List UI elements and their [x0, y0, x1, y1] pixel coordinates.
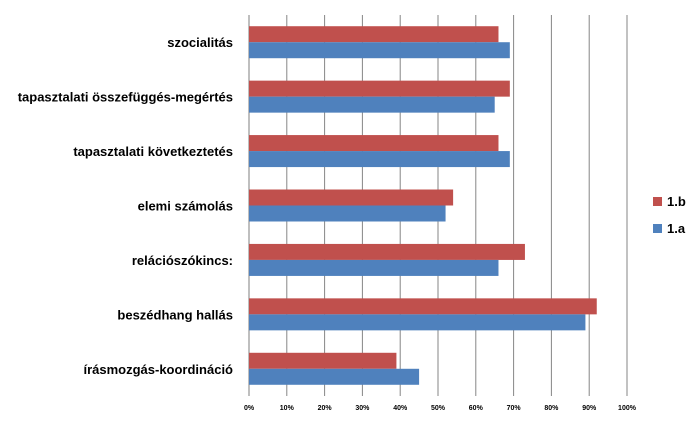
x-tick-label: 100%: [618, 405, 637, 412]
bar-1b-4: [249, 243, 525, 260]
x-tick-label: 50%: [431, 405, 446, 412]
category-label: írásmozgás-koordináció: [83, 362, 233, 377]
category-label: tapasztalati következtetés: [73, 144, 233, 159]
legend-label-1a: 1.a: [667, 221, 686, 236]
bar-1b-6: [249, 352, 397, 369]
category-labels: szocialitás tapasztalati összefüggés-megé…: [18, 35, 233, 377]
bar-1b-0: [249, 26, 499, 43]
category-label: szocialitás: [167, 35, 233, 50]
bar-1a-6: [249, 368, 420, 385]
x-tick-label: 0%: [244, 405, 255, 412]
x-tick-label: 40%: [393, 405, 408, 412]
bar-1a-1: [249, 96, 495, 113]
bars: [249, 26, 597, 385]
x-tick-label: 80%: [544, 405, 559, 412]
category-label: beszédhang hallás: [117, 307, 233, 322]
bar-1b-2: [249, 135, 499, 152]
bar-1b-5: [249, 298, 597, 315]
x-tick-label: 10%: [280, 405, 295, 412]
x-tick-label: 30%: [355, 405, 370, 412]
x-tick-labels: 0% 10% 20% 30% 40% 50% 60% 70% 80% 90% 100%: [244, 405, 637, 412]
x-tick-label: 60%: [469, 405, 484, 412]
legend-swatch-1a: [653, 224, 662, 233]
bar-1a-3: [249, 205, 446, 222]
bar-1b-1: [249, 80, 510, 97]
x-tick-label: 20%: [318, 405, 333, 412]
category-label: elemi számolás: [138, 199, 233, 214]
category-label: tapasztalati összefüggés-megértés: [18, 90, 233, 105]
x-tick-label: 90%: [582, 405, 597, 412]
legend-label-1b: 1.b: [667, 194, 686, 209]
bar-1a-2: [249, 151, 510, 168]
x-tick-label: 70%: [507, 405, 522, 412]
bar-1b-3: [249, 189, 454, 206]
legend: 1.b 1.a: [653, 194, 686, 236]
category-label: relációszókincs:: [132, 253, 233, 268]
bar-1a-0: [249, 42, 510, 59]
legend-swatch-1b: [653, 197, 662, 206]
bar-1a-5: [249, 314, 586, 331]
bar-1a-4: [249, 259, 499, 276]
